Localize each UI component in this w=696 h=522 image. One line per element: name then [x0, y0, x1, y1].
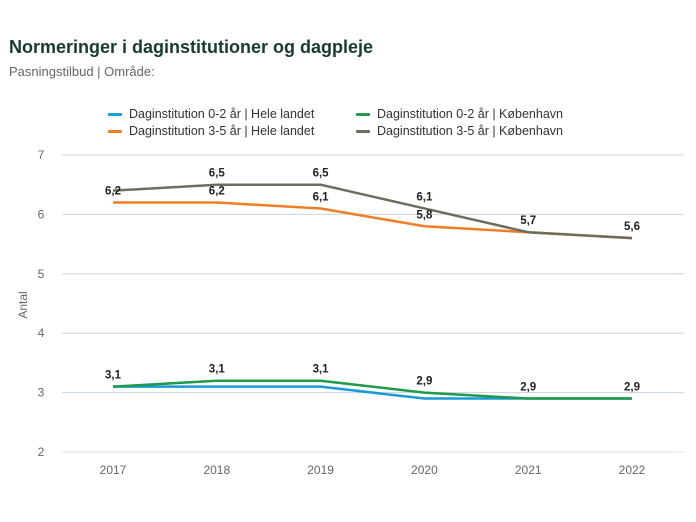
data-label: 6,5 [313, 168, 330, 180]
data-label: 3,1 [209, 364, 226, 376]
legend-swatch-2 [356, 112, 370, 116]
legend-item-2[interactable]: Daginstitution 0-2 år | København [356, 106, 616, 122]
y-tick-label: 4 [38, 326, 45, 340]
x-tick-label: 2020 [411, 463, 438, 477]
x-tick-label: 2022 [619, 463, 646, 477]
data-label: 5,7 [520, 215, 536, 227]
chart-subtitle: Pasningstilbud | Område: [9, 64, 155, 79]
data-label: 6,1 [416, 191, 433, 203]
y-tick-label: 2 [38, 445, 45, 459]
data-label: 6,2 [105, 186, 121, 198]
legend-swatch-0 [108, 112, 122, 116]
y-tick-label: 3 [38, 386, 45, 400]
legend-swatch-1 [108, 129, 122, 133]
data-label: 3,1 [313, 364, 330, 376]
series-line-2[interactable] [112, 379, 632, 400]
data-label: 2,9 [416, 376, 432, 388]
legend-label-3: Daginstitution 3-5 år | København [377, 124, 563, 138]
legend-item-0[interactable]: Daginstitution 0-2 år | Hele landet [108, 106, 356, 122]
x-axis-ticks: 2017 2018 2019 2020 2021 2022 [100, 463, 646, 477]
legend-item-1[interactable]: Daginstitution 3-5 år | Hele landet [108, 123, 356, 139]
gridlines [62, 154, 684, 453]
data-label: 6,1 [313, 191, 330, 203]
y-axis-title: Antal [16, 291, 30, 318]
chart-title: Normeringer i daginstitutioner og dagple… [9, 37, 374, 57]
series-lines [112, 183, 633, 400]
x-tick-label: 2021 [515, 463, 542, 477]
y-axis-ticks: 2 3 4 5 6 7 [38, 148, 45, 459]
series-line-3[interactable] [112, 183, 633, 240]
legend-label-0: Daginstitution 0-2 år | Hele landet [129, 107, 315, 121]
data-label: 3,1 [105, 370, 122, 382]
y-tick-label: 7 [38, 148, 45, 162]
legend-item-3[interactable]: Daginstitution 3-5 år | København [356, 123, 616, 139]
y-tick-label: 5 [38, 267, 45, 281]
legend-label-2: Daginstitution 0-2 år | København [377, 107, 563, 121]
data-labels: 6,2 6,2 6,1 5,8 3,1 3,1 3,1 2,9 2,9 2,9 6,5 6,5 6,1 5… [105, 168, 640, 394]
data-label: 5,6 [624, 221, 640, 233]
data-label: 2,9 [624, 382, 640, 394]
y-tick-label: 6 [38, 207, 45, 221]
data-label: 6,5 [209, 168, 226, 180]
x-tick-label: 2019 [307, 463, 334, 477]
legend: Daginstitution 0-2 år | Hele landet Dagi… [108, 106, 616, 139]
data-label: 6,2 [209, 186, 225, 198]
legend-swatch-3 [356, 129, 370, 133]
x-tick-label: 2018 [203, 463, 230, 477]
legend-label-1: Daginstitution 3-5 år | Hele landet [129, 124, 315, 138]
x-tick-label: 2017 [100, 463, 127, 477]
data-label: 5,8 [416, 209, 433, 221]
data-label: 2,9 [520, 382, 536, 394]
